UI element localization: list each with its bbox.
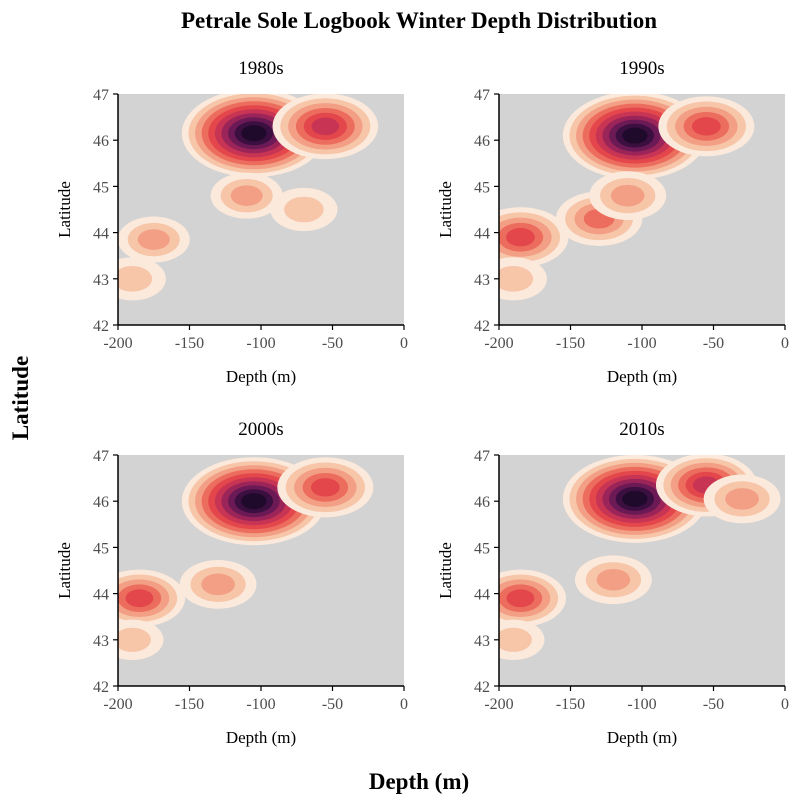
x-tick-label: -50 <box>703 335 724 352</box>
x-tick-label: -50 <box>322 335 343 352</box>
density-layer <box>118 94 379 301</box>
density-band-peak3-level3 <box>137 229 170 250</box>
density-layer <box>499 455 781 660</box>
x-tick-label: -200 <box>484 335 513 352</box>
x-tick-label: -150 <box>175 696 204 713</box>
y-tick-label: 43 <box>93 633 109 650</box>
density-band-peak5-level3 <box>596 568 631 591</box>
y-tick-label: 42 <box>93 318 109 335</box>
x-tick-label: 0 <box>400 696 408 713</box>
panel-x-label: Depth (m) <box>607 728 677 747</box>
panel-title: 2000s <box>238 419 283 440</box>
density-band-peak3-level5 <box>125 589 154 608</box>
panel-x-label: Depth (m) <box>226 728 296 747</box>
panel-y-label: Latitude <box>55 542 74 599</box>
y-tick-label: 46 <box>93 133 109 150</box>
y-tick-label: 42 <box>474 318 490 335</box>
panel-y-label: Latitude <box>55 181 74 238</box>
density-band-peak4-level3 <box>201 573 235 596</box>
x-tick-label: -150 <box>556 335 585 352</box>
panel-1990s: -200 -150 -100 -50 0 42 43 44 45 46 47 1990s Depth (… <box>436 58 789 386</box>
y-tick-label: 45 <box>474 179 490 196</box>
y-tick-label: 45 <box>474 540 490 557</box>
x-tick-label: -200 <box>103 696 132 713</box>
density-band-peak6-level2 <box>499 627 532 652</box>
panel-title: 1980s <box>238 58 283 79</box>
density-band-peak4-level5 <box>506 589 535 608</box>
x-tick-label: 0 <box>400 335 408 352</box>
x-tick-label: -100 <box>627 335 656 352</box>
panel-2000s: -200 -150 -100 -50 0 42 43 44 45 46 47 2000s Depth (… <box>55 419 408 747</box>
y-tick-label: 45 <box>93 179 109 196</box>
density-band-peak4-level3 <box>230 185 263 206</box>
figure-x-label: Depth (m) <box>369 769 469 794</box>
y-tick-label: 47 <box>93 448 109 465</box>
density-band-peak1-level10 <box>241 493 267 510</box>
y-tick-label: 43 <box>474 633 490 650</box>
density-band-peak2-level6 <box>311 117 340 136</box>
y-tick-label: 44 <box>93 226 109 243</box>
density-band-peak3-level5 <box>506 228 535 247</box>
density-band-peak3-level3 <box>725 488 759 510</box>
density-band-peak1-level10 <box>622 127 648 144</box>
density-band-peak2-level5 <box>691 117 721 136</box>
x-tick-label: -100 <box>246 335 275 352</box>
panel-2010s: -200 -150 -100 -50 0 42 43 44 45 46 47 2010s Depth (… <box>436 419 789 747</box>
panel-title: 2010s <box>619 419 664 440</box>
x-tick-label: -200 <box>103 335 132 352</box>
y-tick-label: 42 <box>93 679 109 696</box>
density-band-peak5-level2 <box>118 266 153 292</box>
y-tick-label: 47 <box>474 87 490 104</box>
density-band-peak1-level10 <box>241 125 267 142</box>
x-tick-label: -150 <box>175 335 204 352</box>
y-tick-label: 45 <box>93 540 109 557</box>
y-tick-label: 46 <box>93 494 109 511</box>
x-tick-label: -50 <box>703 696 724 713</box>
panel-1980s: -200 -150 -100 -50 0 42 43 44 45 46 47 1980s Depth (… <box>55 58 408 386</box>
density-band-peak5-level3 <box>610 184 645 207</box>
y-tick-label: 43 <box>93 272 109 289</box>
y-tick-label: 44 <box>474 226 490 243</box>
panel-y-label: Latitude <box>436 181 455 238</box>
x-tick-label: 0 <box>781 335 789 352</box>
x-tick-label: -50 <box>322 696 343 713</box>
figure-title: Petrale Sole Logbook Winter Depth Distri… <box>181 8 657 33</box>
y-tick-label: 47 <box>474 448 490 465</box>
x-tick-label: 0 <box>781 696 789 713</box>
density-layer <box>118 457 374 660</box>
panel-title: 1990s <box>619 58 664 79</box>
y-tick-label: 42 <box>474 679 490 696</box>
x-tick-label: -150 <box>556 696 585 713</box>
y-tick-label: 44 <box>93 587 109 604</box>
x-tick-label: -100 <box>627 696 656 713</box>
panel-y-label: Latitude <box>436 542 455 599</box>
x-tick-label: -100 <box>246 696 275 713</box>
density-layer <box>499 94 755 301</box>
y-tick-label: 47 <box>93 87 109 104</box>
x-tick-label: -200 <box>484 696 513 713</box>
density-band-peak2-level5 <box>310 478 340 497</box>
y-tick-label: 44 <box>474 587 490 604</box>
figure-y-label: Latitude <box>8 356 33 440</box>
density-band-peak1-level10 <box>622 490 648 507</box>
facet-panels: -200 -150 -100 -50 0 42 43 44 45 46 47 1980s Depth (… <box>55 58 789 747</box>
y-tick-label: 46 <box>474 133 490 150</box>
density-band-peak5-level2 <box>118 627 151 652</box>
panel-x-label: Depth (m) <box>226 367 296 386</box>
density-band-peak6-level2 <box>284 196 324 223</box>
y-tick-label: 46 <box>474 494 490 511</box>
panel-x-label: Depth (m) <box>607 367 677 386</box>
y-tick-label: 43 <box>474 272 490 289</box>
density-band-peak6-level2 <box>499 266 534 292</box>
